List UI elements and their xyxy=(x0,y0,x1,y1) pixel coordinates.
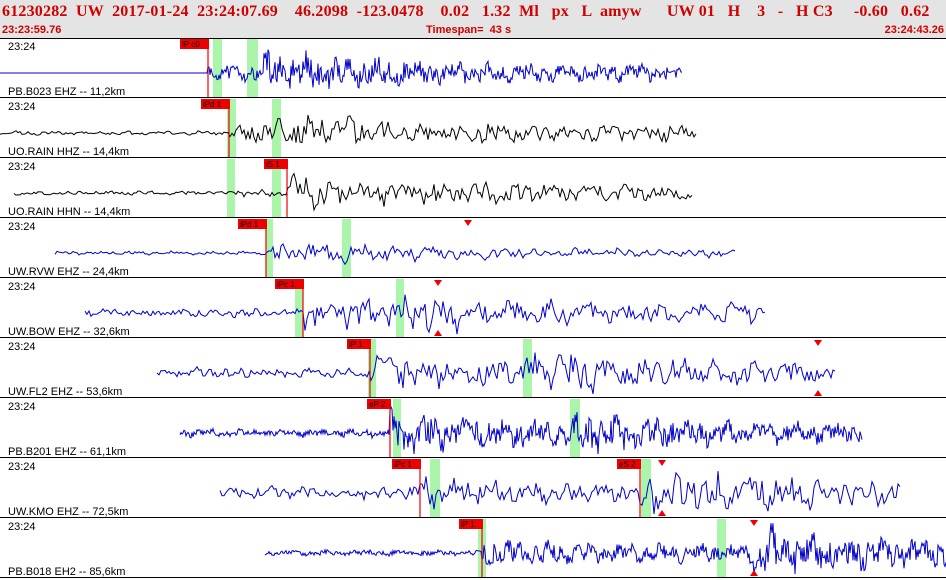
pick-label: iP c0 xyxy=(182,40,200,49)
trace-panel[interactable]: iS 1 23:24 UO.RAIN HHN -- 14,4km xyxy=(0,159,946,218)
pick-window xyxy=(342,219,351,277)
pick-label-box[interactable] xyxy=(617,459,641,469)
pick-window xyxy=(396,279,404,337)
trace-station-label: UW.KMO EHZ -- 72,5km xyxy=(8,506,128,518)
pick-label-box[interactable] xyxy=(275,279,304,289)
waveform xyxy=(219,471,901,515)
waveform xyxy=(84,294,766,335)
trace-panel[interactable]: eP 2 23:24 PB.B201 EHZ -- 61,1km xyxy=(0,399,946,458)
amplitude-marker[interactable] xyxy=(658,460,666,466)
pick-window xyxy=(227,159,235,217)
waveform xyxy=(156,352,836,395)
event-summary: 61230282 UW 2017-01-24 23:24:07.69 46.20… xyxy=(2,3,930,20)
pick-window xyxy=(295,279,303,337)
pick-label: eP 2 xyxy=(369,400,386,409)
pick-window xyxy=(523,339,532,397)
trace-station-label: PB.B018 EH2 -- 85,6km xyxy=(8,566,125,578)
trace-station-label: UW.FL2 EHZ -- 53,6km xyxy=(8,386,122,398)
trace-time-label: 23:24 xyxy=(8,161,36,173)
pick-label-box[interactable] xyxy=(367,399,391,409)
amplitude-marker[interactable] xyxy=(814,340,822,346)
trace-time-label: 23:24 xyxy=(8,221,36,233)
trace-panel[interactable]: iPc 1 eS 2 23:24 UW.KMO EHZ -- 72,5km xyxy=(0,459,946,518)
pick-label: iS 1 xyxy=(266,160,280,169)
trace-time-label: 23:24 xyxy=(8,41,36,53)
pick-label: iPd 1 xyxy=(240,220,259,229)
pick-label: eS 2 xyxy=(619,460,636,469)
timespan-label: Timespan= 43 s xyxy=(426,24,512,36)
amplitude-marker[interactable] xyxy=(464,220,472,226)
trace-station-label: PB.B023 EHZ -- 11,2km xyxy=(8,86,125,98)
waveform xyxy=(0,114,697,145)
trace-time-label: 23:24 xyxy=(8,101,36,113)
pick-label-box[interactable] xyxy=(392,459,421,469)
amplitude-marker[interactable] xyxy=(814,390,822,396)
pick-window xyxy=(717,519,726,577)
trace-panel[interactable]: iP 1 23:24 PB.B018 EH2 -- 85,6km xyxy=(0,519,946,578)
waveform xyxy=(179,405,863,455)
pick-label-box[interactable] xyxy=(180,39,209,49)
pick-window xyxy=(641,459,651,517)
trace-station-label: UO.RAIN HHZ -- 14,4km xyxy=(8,146,129,158)
pick-label: iP 1 xyxy=(349,340,363,349)
trace-panel[interactable]: iPd 1 23:24 UO.RAIN HHZ -- 14,4km xyxy=(0,99,946,158)
amplitude-marker[interactable] xyxy=(658,510,666,516)
end-time: 23:24:43.26 xyxy=(884,24,944,36)
trace-time-label: 23:24 xyxy=(8,521,36,533)
pick-window xyxy=(213,39,222,97)
amplitude-marker[interactable] xyxy=(750,570,758,576)
trace-station-label: UW.BOW EHZ -- 32,6km xyxy=(8,326,130,338)
pick-label: iPc 1 xyxy=(277,280,295,289)
pick-label-box[interactable] xyxy=(347,339,371,349)
pick-label-box[interactable] xyxy=(264,159,288,169)
start-time: 23:23:59.76 xyxy=(2,24,62,36)
waveform xyxy=(13,172,693,212)
waveform xyxy=(0,49,682,90)
trace-time-label: 23:24 xyxy=(8,401,36,413)
pick-label-box[interactable] xyxy=(238,219,267,229)
pick-window xyxy=(570,399,580,457)
pick-window xyxy=(272,159,281,217)
pick-label: iPd 1 xyxy=(203,100,222,109)
seismogram-panel[interactable]: iP c0 23:24 PB.B023 EHZ -- 11,2km iPd 1 23:2… xyxy=(0,38,946,580)
trace-station-label: UW.RVW EHZ -- 24,4km xyxy=(8,266,129,278)
pick-window xyxy=(368,339,376,397)
trace-station-label: UO.RAIN HHN -- 14,4km xyxy=(8,206,130,218)
trace-time-label: 23:24 xyxy=(8,341,36,353)
amplitude-marker[interactable] xyxy=(434,280,442,286)
trace-panel[interactable]: iP 1 23:24 UW.FL2 EHZ -- 53,6km xyxy=(0,339,946,398)
event-header: 61230282 UW 2017-01-24 23:24:07.69 46.20… xyxy=(0,0,946,38)
pick-label-box[interactable] xyxy=(459,519,483,529)
trace-panel[interactable]: iPd 1 23:24 UW.RVW EHZ -- 24,4km xyxy=(0,219,946,278)
trace-station-label: PB.B201 EHZ -- 61,1km xyxy=(8,446,126,458)
pick-window xyxy=(272,99,281,157)
pick-label: iPc 1 xyxy=(394,460,412,469)
trace-time-label: 23:24 xyxy=(8,461,36,473)
trace-time-label: 23:24 xyxy=(8,281,36,293)
amplitude-marker[interactable] xyxy=(750,520,758,526)
trace-panel[interactable]: iP c0 23:24 PB.B023 EHZ -- 11,2km xyxy=(0,39,946,98)
pick-window xyxy=(430,459,440,517)
pick-window xyxy=(266,219,273,277)
waveform xyxy=(264,523,946,575)
pick-label-box[interactable] xyxy=(201,99,230,109)
trace-panel[interactable]: iPc 1 23:24 UW.BOW EHZ -- 32,6km xyxy=(0,279,946,338)
waveform xyxy=(54,242,736,266)
pick-window xyxy=(227,99,236,157)
amplitude-marker[interactable] xyxy=(434,330,442,336)
pick-label: iP 1 xyxy=(461,520,475,529)
